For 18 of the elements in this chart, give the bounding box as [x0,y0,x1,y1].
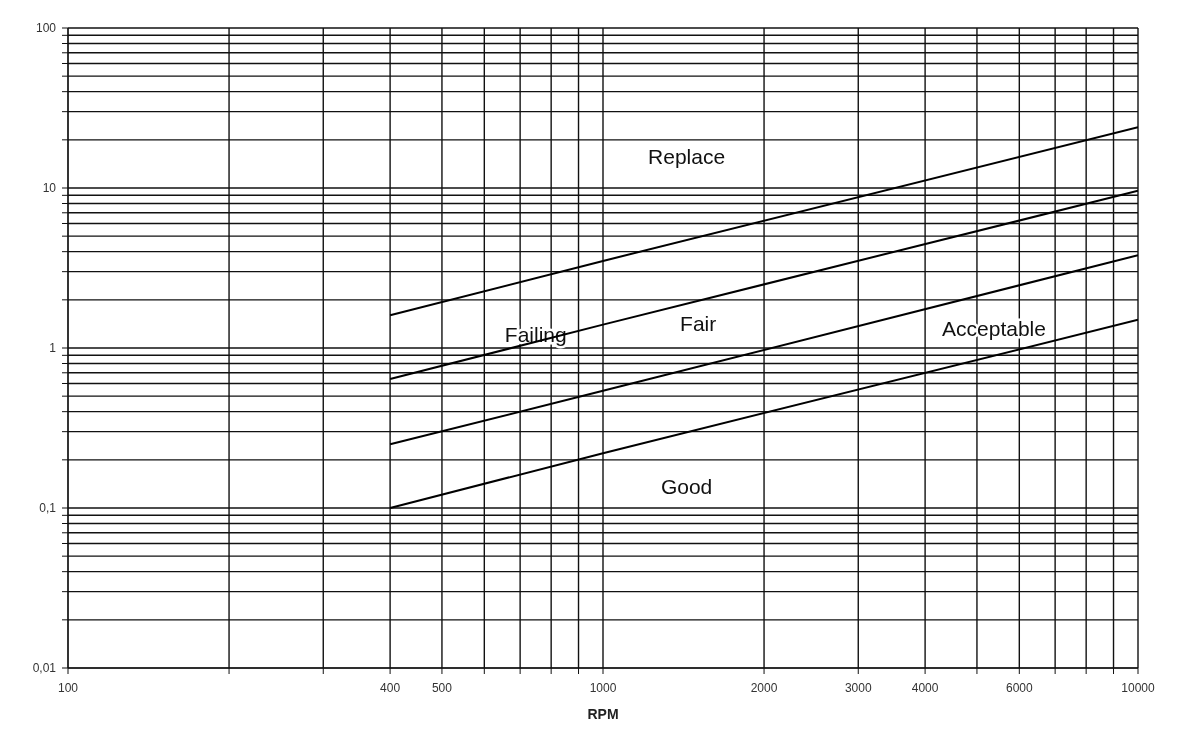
x-tick-label: 100 [57,681,79,695]
y-tick-label: 0,01 [32,661,57,675]
annotation: Replace [648,144,726,168]
y-tick-label: 0,1 [39,501,57,515]
annotation: Fair [680,311,717,335]
x-tick-label: 4000 [911,681,939,695]
y-tick-label: 1 [49,341,57,355]
y-tick-label: 10 [42,181,57,195]
x-tick-label: 1000 [589,681,617,695]
x-axis-title: RPM [587,706,619,722]
y-tick-label: 100 [35,21,57,35]
x-tick-label: 6000 [1005,681,1033,695]
x-tick-label: 400 [380,681,401,695]
annotation: Good [660,474,713,498]
x-tick-label: 3000 [844,681,872,695]
x-tick-label: 10000 [1121,681,1156,695]
x-tick-label: 2000 [750,681,778,695]
x-tick-label: 500 [431,681,453,695]
